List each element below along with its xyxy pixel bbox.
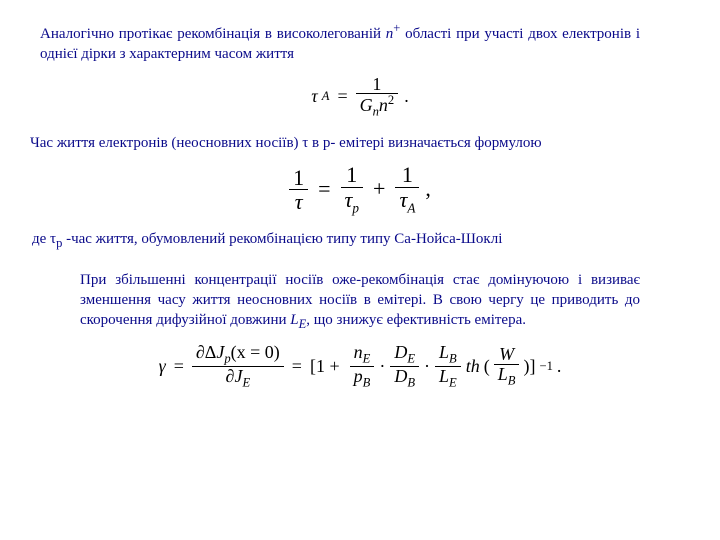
eq3-df-bot-Jsub: E [242, 375, 250, 389]
eq3-DB-D: D [394, 366, 407, 386]
eq3-df-top-pre: ∂Δ [196, 342, 216, 362]
eq1-row: τA = 1 Gnn2 . [309, 75, 410, 120]
eq2-plus: + [373, 176, 385, 202]
intro-paragraph: Аналогічно протікає рекомбінація в висок… [40, 20, 680, 65]
eq2-frac1: 1 τ [289, 166, 308, 213]
eq3-frac-nE-pB: nE pB [350, 343, 375, 390]
eq3-pB-sub: B [363, 375, 371, 389]
eq3-frac-LB-LE: LB LE [435, 343, 461, 390]
eq2-f3-sub: A [407, 200, 415, 215]
eq2-frac3: 1 τA [395, 163, 419, 214]
tau-definition-paragraph: Час життя електронів (неосновних носіїв)… [30, 133, 680, 153]
eq1-num: 1 [356, 75, 399, 94]
p3-run2: -час життя, обумовлений рекомбінацією ти… [62, 231, 502, 247]
eq2-f2-num: 1 [341, 163, 363, 186]
eq3-frac-DE-DB: DE DB [390, 343, 419, 390]
eq3-LE-sub: E [449, 375, 457, 389]
eq3-lparen: ( [484, 356, 490, 377]
eq1-G: G [360, 95, 373, 115]
eq1-den: Gnn2 [356, 93, 399, 119]
eq3-gamma: γ [159, 356, 166, 377]
eq3-exp: −1 [539, 359, 552, 374]
eq3-df-top-paren: (x = 0) [231, 342, 280, 362]
eq2-eq1: = [318, 176, 330, 202]
eq2-f1-den: τ [289, 189, 308, 213]
eq3-row: γ = ∂ΔJp(x = 0) ∂JE = [1 + nE pB · DE DB [157, 343, 564, 390]
eq3-nE-n: n [354, 342, 363, 362]
eq1-n: n [379, 95, 388, 115]
eq3-LB2-L: L [498, 364, 508, 384]
eq3-nE: nE [350, 343, 375, 366]
p4-L: L [290, 312, 298, 328]
eq3-DE-sub: E [407, 352, 415, 366]
eq3-LB2-sub: B [508, 373, 516, 387]
eq3-dot: . [557, 356, 562, 377]
p3-run1: де τ [32, 231, 56, 247]
eq1-tau: τ [311, 86, 317, 107]
eq1-frac: 1 Gnn2 [356, 75, 399, 120]
eq2-comma: , [425, 176, 431, 202]
eq1-exp: 2 [388, 93, 394, 107]
eq3-pB-p: p [354, 366, 363, 386]
intro-run1: Аналогічно протікає рекомбінація в висок… [40, 26, 386, 42]
equation-tau-a: τA = 1 Gnn2 . [40, 75, 680, 120]
eq3-th: th [466, 356, 480, 377]
eq3-DE: DE [390, 343, 419, 366]
eq3-eq1: = [174, 356, 184, 377]
eq1-equals: = [337, 86, 347, 107]
eq3-dfrac: ∂ΔJp(x = 0) ∂JE [192, 343, 284, 390]
eq3-LB2: LB [494, 364, 520, 388]
eq3-rb: )] [523, 356, 535, 377]
tau-p-paragraph: де τp -час життя, обумовлений рекомбінац… [32, 229, 680, 252]
eq3-df-bot: ∂JE [192, 366, 284, 390]
eq3-LB-L: L [439, 342, 449, 362]
eq3-df-top: ∂ΔJp(x = 0) [192, 343, 284, 366]
eq3-mul2: · [424, 356, 430, 377]
eq3-eq2: = [292, 356, 302, 377]
eq2-f3-den: τA [395, 187, 419, 215]
eq3-DE-D: D [394, 342, 407, 362]
eq3-nE-sub: E [363, 352, 371, 366]
p4-run2: , що знижує ефективність емітера. [306, 312, 526, 328]
auger-paragraph: При збільшенні концентрації носіїв оже-р… [80, 270, 640, 333]
p2-text: Час життя електронів (неосновних носіїв)… [30, 135, 542, 151]
eq3-LB-sub: B [449, 352, 457, 366]
eq3-mul1: · [379, 356, 385, 377]
eq3-pB: pB [350, 366, 375, 390]
eq2-f3-num: 1 [395, 163, 419, 186]
equation-gamma: γ = ∂ΔJp(x = 0) ∂JE = [1 + nE pB · DE DB [40, 343, 680, 390]
eq3-LE: LE [435, 366, 461, 390]
eq3-W: W [494, 345, 520, 364]
eq3-DB-sub: B [407, 375, 415, 389]
eq3-frac-W-LB: W LB [494, 345, 520, 388]
eq2-f1-num: 1 [289, 166, 308, 189]
eq1-dot: . [404, 86, 409, 107]
page: Аналогічно протікає рекомбінація в висок… [0, 0, 720, 540]
eq2-f2-den: τp [341, 187, 363, 215]
eq3-lb: [1 + [310, 356, 340, 377]
eq3-LE-L: L [439, 366, 449, 386]
eq2-f2-sub: p [352, 200, 359, 215]
eq3-LB: LB [435, 343, 461, 366]
eq2-row: 1 τ = 1 τp + 1 τA , [287, 163, 433, 214]
eq3-DB: DB [390, 366, 419, 390]
eq2-frac2: 1 τp [341, 163, 363, 214]
equation-tau-sum: 1 τ = 1 τp + 1 τA , [40, 163, 680, 214]
eq1-tau-sub: A [322, 89, 330, 104]
